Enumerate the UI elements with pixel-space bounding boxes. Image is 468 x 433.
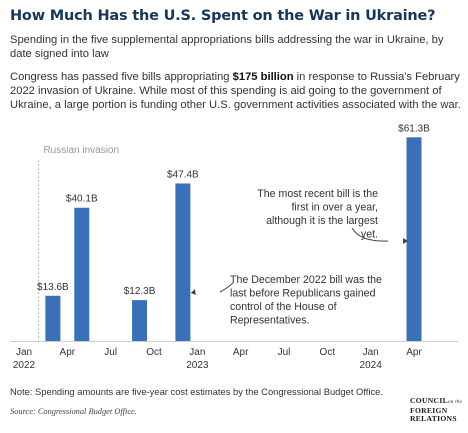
intro-text-end: in response to Russia's February 2022 in… xyxy=(10,71,461,112)
bar xyxy=(132,300,148,341)
bar xyxy=(406,137,422,341)
logo-line-1: COUNCILon the xyxy=(410,396,463,405)
x-tick-label: Apr xyxy=(60,347,76,358)
intro-text-start: Congress has passed five bills appropria… xyxy=(10,71,233,83)
annotation-arrow-recent xyxy=(351,227,389,242)
x-tick-label: Oct xyxy=(146,347,162,358)
bar xyxy=(45,295,61,341)
chart-source: Source: Congressional Budget Office. xyxy=(10,407,137,416)
x-tick-label: Jul xyxy=(104,347,117,358)
bar-value-label: $40.1B xyxy=(66,194,98,205)
chart-subtitle: Spending in the five supplemental approp… xyxy=(10,34,444,60)
chart-title: How Much Has the U.S. Spent on the War i… xyxy=(10,8,436,24)
x-tick-label: Jan xyxy=(363,347,379,358)
x-tick-label: Oct xyxy=(320,347,336,358)
intro-paragraph: Congress has passed five bills appropria… xyxy=(10,70,462,113)
annotation-text: The December 2022 bill was the last befor… xyxy=(230,274,382,327)
x-tick-year-label: 2022 xyxy=(13,360,36,371)
bar-value-label: $61.3B xyxy=(398,123,430,134)
annotation-text: The most recent bill is the first in over… xyxy=(257,188,378,241)
x-tick-label: Jan xyxy=(189,347,205,358)
x-tick-label: Apr xyxy=(406,347,422,358)
logo-line-3: RELATIONS xyxy=(410,413,457,423)
x-tick-label: Jul xyxy=(278,347,291,358)
annotation-arrowhead-recent xyxy=(403,238,408,244)
cfr-logo: COUNCILon the FOREIGN RELATIONS xyxy=(410,397,466,422)
x-tick-year-label: 2023 xyxy=(186,360,209,371)
chart-note: Note: Spending amounts are five-year cos… xyxy=(10,386,383,397)
bar-value-label: $47.4B xyxy=(167,169,199,180)
bar xyxy=(175,183,191,341)
event-marker-label: Russian invasion xyxy=(43,145,119,156)
intro-total-amount: $175 billion xyxy=(232,71,294,83)
annotation-arrowhead-december xyxy=(190,289,196,295)
x-tick-year-label: 2024 xyxy=(360,360,383,371)
x-tick-label: Jan xyxy=(16,347,32,358)
logo-on-the: on the xyxy=(447,400,463,405)
x-tick-label: Apr xyxy=(233,347,249,358)
logo-line-2: FOREIGN xyxy=(410,405,448,415)
annotation-arrow-december xyxy=(219,282,234,293)
bar xyxy=(74,207,90,341)
bar-value-label: $12.3B xyxy=(124,286,156,297)
bar-value-label: $13.6B xyxy=(37,282,69,293)
